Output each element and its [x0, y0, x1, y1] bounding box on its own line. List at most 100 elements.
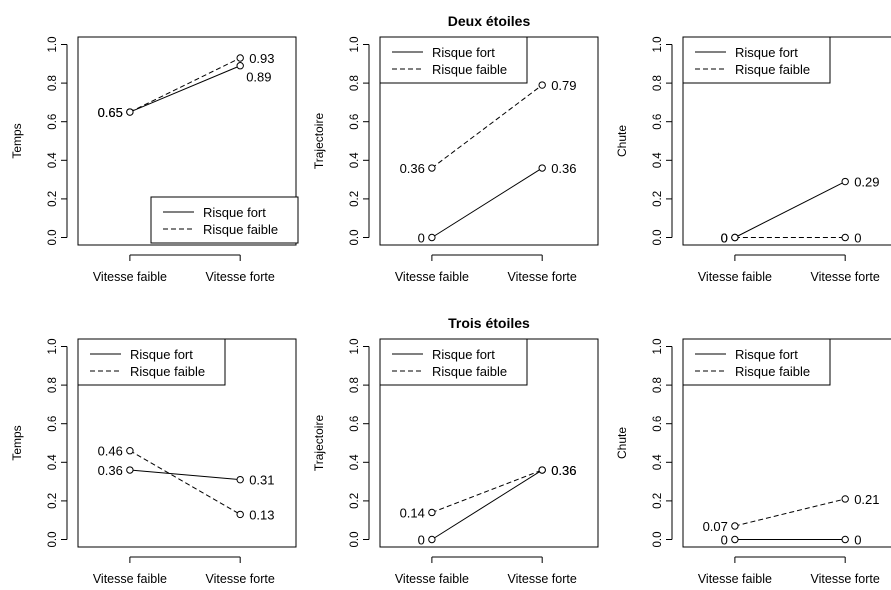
- y-tick-label: 0.6: [47, 416, 59, 432]
- x-tick-label: Vitesse faible: [395, 270, 469, 284]
- x-tick-label: Vitesse forte: [508, 270, 577, 284]
- data-label: 0.31: [249, 473, 274, 488]
- data-label: 0.07: [703, 519, 728, 534]
- panel-5: Trois étoiles 0.0 0.2 0.4 0.6 0.8 1.0 Trajectoi…: [312, 315, 599, 586]
- data-label: 0: [418, 533, 425, 548]
- data-point: [538, 466, 546, 474]
- legend-entry: Risque fort: [735, 45, 798, 60]
- y-tick-label: 0.2: [349, 191, 361, 207]
- y-tick-label: 0.0: [349, 230, 361, 246]
- data-label: 0: [721, 231, 728, 246]
- y-tick-label: 0.8: [652, 377, 664, 393]
- x-tick-label: Vitesse forte: [508, 572, 577, 586]
- data-label: 0.36: [551, 463, 576, 478]
- legend-entry: Risque fort: [735, 347, 798, 362]
- legend-entry: Risque faible: [203, 222, 278, 237]
- legend: Risque fort Risque faible: [77, 338, 226, 386]
- y-tick-label: 0.0: [652, 532, 664, 548]
- x-tick-label: Vitesse forte: [206, 572, 275, 586]
- panel-1: 0.0 0.2 0.4 0.6 0.8 1.0 Temps Vitesse faible Vit…: [10, 36, 299, 284]
- series-line-1: [129, 65, 241, 113]
- data-point: [428, 233, 436, 242]
- y-tick-label: 0.4: [349, 454, 361, 471]
- y-tick-label: 1.0: [47, 339, 59, 355]
- data-label: 0.36: [98, 463, 123, 478]
- panel-title: Deux étoiles: [448, 13, 531, 29]
- y-tick-label: 0.6: [652, 416, 664, 432]
- y-tick-label: 1.0: [652, 37, 664, 53]
- series-line-1: [431, 167, 543, 238]
- data-point: [841, 233, 849, 242]
- data-point: [236, 510, 244, 519]
- y-tick-label: 1.0: [349, 339, 361, 355]
- x-tick-label: Vitesse faible: [698, 572, 772, 586]
- legend-box: [682, 36, 831, 84]
- series-line-1: [129, 469, 241, 481]
- panel-2: Deux étoiles 0.0 0.2 0.4 0.6 0.8 1.0 Trajectoir…: [312, 13, 599, 284]
- data-point: [841, 535, 849, 544]
- series-line-2: [431, 469, 543, 513]
- x-tick-label: Vitesse faible: [93, 572, 167, 586]
- y-tick-label: 0.8: [47, 75, 59, 91]
- y-tick-label: 0.6: [349, 114, 361, 130]
- legend-entry: Risque fort: [203, 205, 266, 220]
- legend-entry: Risque faible: [735, 364, 810, 379]
- legend-entry: Risque fort: [432, 45, 495, 60]
- data-point: [428, 508, 436, 517]
- y-tick-label: 0.6: [349, 416, 361, 432]
- series-line-2: [129, 57, 241, 113]
- y-axis-label: Temps: [10, 425, 24, 460]
- data-label: 0.36: [400, 161, 425, 176]
- data-label: 0.89: [246, 70, 271, 85]
- y-tick-label: 1.0: [47, 37, 59, 53]
- legend-entry: Risque faible: [432, 62, 507, 77]
- data-label: 0: [854, 231, 861, 246]
- legend-entry: Risque faible: [130, 364, 205, 379]
- legend: Risque fort Risque faible: [682, 36, 831, 84]
- series-line-1: [431, 469, 543, 540]
- legend: Risque fort Risque faible: [379, 36, 528, 84]
- data-point: [236, 62, 244, 70]
- y-tick-label: 0.2: [652, 493, 664, 509]
- y-tick-label: 0.2: [47, 191, 59, 207]
- legend-entry: Risque fort: [432, 347, 495, 362]
- y-axis-label: Trajectoire: [312, 415, 326, 472]
- data-label: 0.65: [98, 105, 123, 120]
- y-tick-label: 0.4: [652, 152, 664, 169]
- y-axis-label: Trajectoire: [312, 113, 326, 170]
- data-point: [731, 233, 739, 242]
- x-tick-label: Vitesse forte: [811, 270, 880, 284]
- y-tick-label: 1.0: [652, 339, 664, 355]
- data-point: [126, 447, 134, 455]
- legend-box: [379, 338, 528, 386]
- data-label: 0.29: [854, 175, 879, 190]
- y-tick-label: 0.8: [652, 75, 664, 91]
- data-point: [236, 475, 244, 484]
- data-point: [841, 177, 849, 186]
- y-tick-label: 0.4: [47, 454, 59, 471]
- y-axis-label: Temps: [10, 123, 24, 158]
- y-tick-label: 0.4: [349, 152, 361, 169]
- x-tick-label: Vitesse forte: [206, 270, 275, 284]
- series-line-1: [734, 181, 846, 238]
- legend-box: [150, 196, 299, 244]
- data-point: [428, 535, 436, 544]
- y-axis-label: Chute: [615, 427, 629, 459]
- y-tick-label: 0.0: [47, 230, 59, 246]
- data-point: [428, 164, 436, 172]
- data-point: [126, 466, 134, 474]
- data-label: 0: [721, 533, 728, 548]
- data-point: [731, 522, 739, 530]
- legend-entry: Risque faible: [735, 62, 810, 77]
- x-tick-label: Vitesse faible: [93, 270, 167, 284]
- legend-entry: Risque faible: [432, 364, 507, 379]
- data-label: 0.13: [249, 507, 274, 522]
- data-point: [841, 495, 849, 503]
- data-label: 0.46: [98, 444, 123, 459]
- data-label: 0: [418, 231, 425, 246]
- data-label: 0.79: [551, 78, 576, 93]
- data-label: 0.93: [249, 51, 274, 66]
- panel-6: 0.0 0.2 0.4 0.6 0.8 1.0 Chute Vitesse faible Vit…: [615, 338, 891, 586]
- data-point: [538, 81, 546, 89]
- legend: Risque fort Risque faible: [150, 196, 299, 244]
